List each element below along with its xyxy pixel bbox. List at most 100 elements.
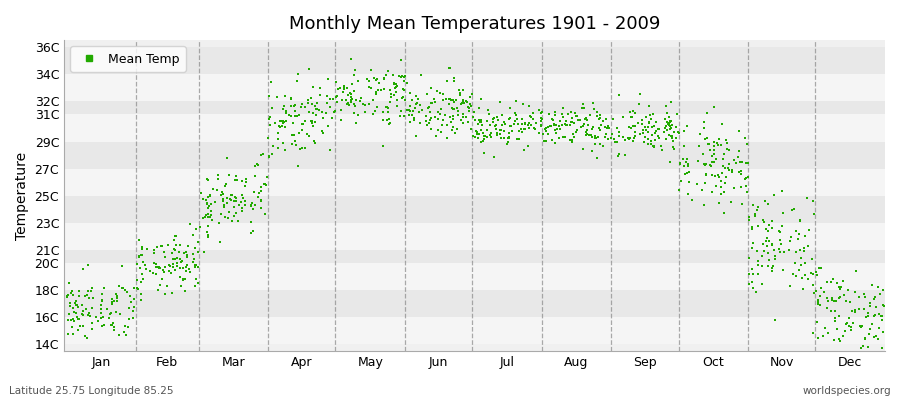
Point: [81, 312, 95, 318]
Point: [732, 128, 746, 134]
Point: [301, 100, 315, 106]
Point: [548, 109, 562, 116]
Point: [518, 120, 532, 126]
Point: [344, 97, 358, 103]
Point: [662, 132, 677, 138]
Point: [706, 158, 720, 165]
Point: [769, 316, 783, 323]
Point: [152, 282, 166, 288]
Point: [155, 243, 169, 250]
Point: [147, 260, 161, 266]
Point: [837, 292, 851, 298]
Point: [275, 106, 290, 112]
Point: [490, 126, 504, 132]
Point: [769, 253, 783, 259]
Point: [196, 196, 211, 202]
Point: [454, 117, 469, 123]
Point: [177, 288, 192, 294]
Point: [376, 116, 391, 123]
Point: [567, 134, 581, 140]
Point: [436, 116, 450, 123]
Point: [510, 136, 525, 142]
Point: [671, 130, 686, 136]
Point: [648, 130, 662, 137]
Point: [120, 288, 134, 295]
Point: [844, 324, 859, 330]
Point: [254, 197, 268, 204]
Point: [508, 98, 523, 104]
Point: [71, 316, 86, 322]
Point: [94, 310, 108, 316]
Point: [563, 122, 578, 128]
Point: [646, 110, 661, 117]
Point: [495, 112, 509, 118]
Point: [724, 199, 738, 205]
Point: [759, 238, 773, 244]
Point: [774, 222, 788, 229]
Point: [745, 226, 760, 232]
Point: [820, 279, 834, 285]
Point: [797, 248, 812, 254]
Point: [872, 311, 886, 317]
Point: [464, 126, 479, 132]
Point: [724, 167, 739, 173]
Point: [593, 115, 608, 122]
Point: [648, 137, 662, 144]
Point: [663, 123, 678, 129]
Point: [358, 109, 373, 116]
Point: [864, 282, 878, 288]
Point: [326, 96, 340, 103]
Point: [446, 105, 460, 111]
Point: [455, 119, 470, 126]
Point: [375, 109, 390, 115]
Point: [762, 222, 777, 228]
Point: [468, 134, 482, 140]
Point: [539, 138, 554, 144]
Point: [62, 280, 77, 286]
Point: [247, 205, 261, 212]
Point: [255, 184, 269, 190]
Point: [511, 136, 526, 142]
Point: [373, 80, 387, 86]
Point: [138, 262, 152, 268]
Point: [508, 118, 522, 124]
Point: [698, 172, 713, 178]
Point: [422, 120, 436, 126]
Point: [643, 112, 657, 118]
Point: [644, 124, 659, 130]
Point: [407, 114, 421, 121]
Point: [709, 156, 724, 162]
Point: [376, 86, 391, 92]
Point: [344, 91, 358, 98]
Point: [369, 91, 383, 98]
Point: [661, 120, 675, 127]
Point: [776, 267, 790, 273]
Point: [270, 94, 284, 100]
Point: [826, 297, 841, 304]
Point: [612, 133, 626, 140]
Point: [116, 350, 130, 357]
Point: [148, 264, 163, 270]
Point: [534, 121, 548, 128]
Point: [702, 162, 716, 168]
Point: [525, 122, 539, 128]
Point: [446, 123, 460, 130]
Point: [534, 110, 548, 116]
Point: [487, 153, 501, 160]
Point: [291, 163, 305, 169]
Text: Latitude 25.75 Longitude 85.25: Latitude 25.75 Longitude 85.25: [9, 386, 174, 396]
Point: [827, 336, 842, 343]
Point: [699, 110, 714, 116]
Point: [410, 133, 424, 139]
Point: [517, 126, 531, 132]
Point: [482, 111, 496, 117]
Point: [805, 256, 819, 263]
Point: [711, 141, 725, 148]
Point: [140, 245, 154, 252]
Point: [535, 114, 549, 121]
Point: [382, 98, 397, 105]
Point: [227, 198, 241, 204]
Point: [115, 285, 130, 292]
Point: [505, 128, 519, 134]
Point: [376, 143, 391, 149]
